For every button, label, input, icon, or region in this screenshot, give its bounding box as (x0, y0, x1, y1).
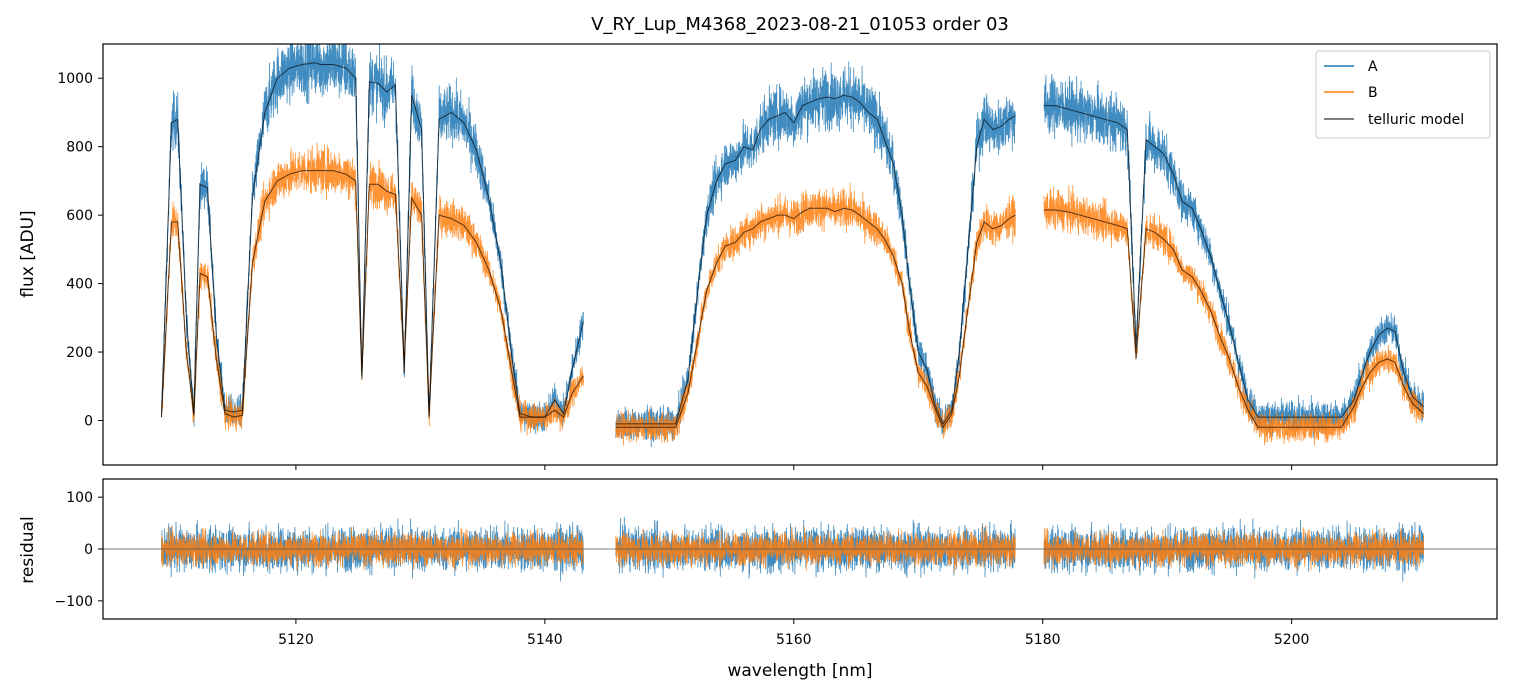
bottom-y-axis-label: residual (18, 516, 38, 583)
top-panel-axes: 0 200 400 600 800 1000 (57, 71, 1293, 470)
series-b-line-segment-3 (1043, 184, 1424, 446)
bottom-y-tick-label-100: 100 (66, 490, 93, 506)
legend-label-b: B (1368, 85, 1378, 101)
top-y-tick-label-0: 0 (84, 414, 93, 430)
series-a-line-segment-3 (1043, 73, 1424, 439)
residual-b-line-segment-1 (161, 525, 584, 571)
top-y-axis-label: flux [ADU] (18, 210, 38, 297)
top-y-tick-label-200: 200 (66, 345, 93, 361)
legend-label-telluric: telluric model (1368, 112, 1464, 128)
x-tick-label-5140: 5140 (527, 632, 563, 648)
x-tick-label-5120: 5120 (278, 632, 314, 648)
telluric-model-line-b-segment-3 (1044, 209, 1424, 428)
bottom-panel-axes: −100 0 100 5120 5140 5160 5180 5200 (55, 490, 1310, 648)
bottom-y-tick-label-0: 0 (84, 542, 93, 558)
telluric-model-line-b-segment-2 (615, 207, 1016, 429)
legend-box (1315, 50, 1491, 139)
x-tick-label-5200: 5200 (1274, 632, 1310, 648)
telluric-model-line-a-segment-2 (615, 94, 1016, 425)
legend-label-a: A (1368, 59, 1378, 75)
top-y-tick-label-800: 800 (66, 140, 93, 156)
top-y-tick-label-600: 600 (66, 208, 93, 224)
series-a-line-segment-1 (161, 44, 584, 435)
top-panel-plot-area (161, 44, 1424, 448)
x-tick-label-5160: 5160 (776, 632, 812, 648)
chart-title: V_RY_Lup_M4368_2023-08-21_01053 order 03 (591, 14, 1009, 35)
residual-b-line-segment-3 (1043, 527, 1424, 571)
series-b-line-segment-2 (615, 182, 1016, 446)
telluric-model-line-b-segment-1 (161, 170, 584, 418)
top-panel-frame (102, 43, 1498, 466)
top-y-tick-label-1000: 1000 (57, 71, 93, 87)
telluric-model-line-a-segment-1 (161, 62, 584, 418)
x-axis-label: wavelength [nm] (727, 661, 872, 681)
series-a-line-segment-2 (615, 61, 1016, 448)
residual-b-line-segment-2 (615, 525, 1016, 573)
series-b-line-segment-1 (161, 142, 584, 436)
legend: A B telluric model (1315, 50, 1491, 139)
telluric-model-line-a-segment-3 (1044, 105, 1424, 418)
x-tick-label-5180: 5180 (1025, 632, 1061, 648)
top-y-tick-label-400: 400 (66, 277, 93, 293)
bottom-y-tick-label--100: −100 (55, 594, 93, 610)
bottom-panel-plot-area (103, 516, 1497, 582)
